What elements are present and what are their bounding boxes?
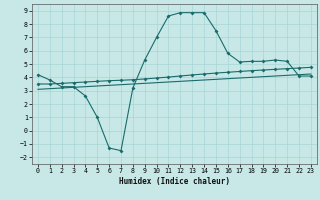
X-axis label: Humidex (Indice chaleur): Humidex (Indice chaleur) [119,177,230,186]
